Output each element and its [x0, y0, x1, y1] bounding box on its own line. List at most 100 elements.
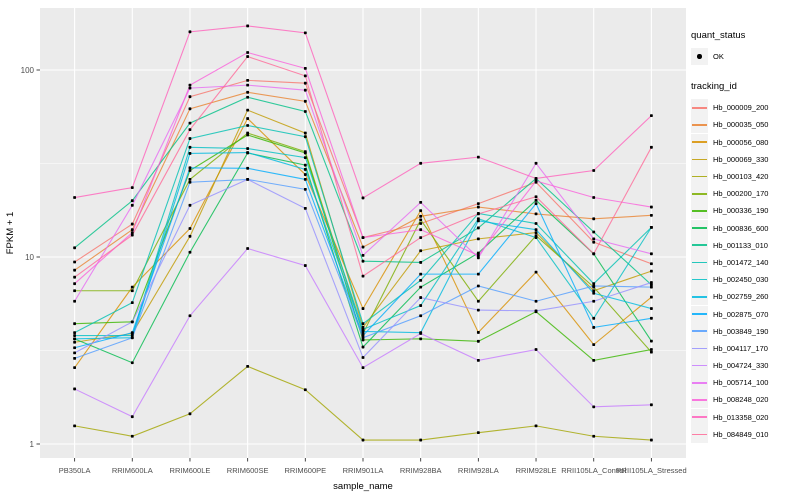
- y-tick-label: 10: [25, 253, 34, 262]
- data-point: [246, 151, 250, 154]
- data-point: [476, 253, 480, 257]
- data-point: [361, 274, 365, 278]
- x-tick-label: RRIM600LA: [112, 466, 153, 475]
- data-point: [303, 264, 307, 267]
- x-tick-label: RRIM600SE: [227, 466, 269, 475]
- data-point: [592, 230, 596, 234]
- data-point: [361, 196, 365, 200]
- legend-key-box: [691, 408, 708, 426]
- data-point: [476, 205, 480, 209]
- data-point: [419, 438, 423, 442]
- legend-line-swatch: [692, 296, 707, 298]
- data-point: [649, 348, 653, 351]
- legend-line-swatch: [692, 381, 707, 384]
- data-point: [534, 179, 538, 183]
- data-point: [188, 95, 192, 99]
- legend-key-box: [691, 322, 708, 340]
- data-point: [419, 304, 423, 307]
- data-point: [130, 199, 134, 203]
- data-point: [534, 270, 538, 274]
- data-point: [246, 147, 250, 150]
- data-point: [73, 334, 77, 337]
- legend-key-box: [691, 236, 708, 254]
- data-point: [130, 334, 134, 337]
- data-point: [361, 336, 365, 340]
- data-point: [303, 135, 307, 139]
- data-point: [649, 285, 653, 289]
- data-point: [303, 206, 307, 210]
- legend-title-quant-status: quant_status: [691, 30, 746, 41]
- x-tick-label: RRIM928LA: [458, 466, 499, 475]
- data-point: [361, 366, 365, 370]
- data-point: [592, 405, 596, 409]
- y-axis-label: FPKM + 1: [5, 212, 16, 255]
- data-point: [419, 209, 423, 213]
- legend-key-box: [691, 168, 708, 186]
- data-point: [130, 320, 134, 324]
- x-tick-label: RRII105LA_Control: [561, 466, 626, 475]
- legend-line-swatch: [692, 158, 707, 161]
- legend-key-box: [691, 271, 708, 289]
- data-point: [476, 339, 480, 343]
- y-tick-label: 100: [21, 66, 35, 75]
- data-point: [476, 212, 480, 216]
- data-point: [73, 346, 77, 350]
- data-point: [73, 424, 77, 428]
- legend-line-swatch: [692, 278, 707, 281]
- data-point: [73, 275, 77, 279]
- data-point: [361, 253, 365, 257]
- legend-line-swatch: [692, 364, 707, 367]
- data-point: [419, 272, 423, 276]
- data-point: [476, 308, 480, 312]
- data-point: [534, 299, 538, 303]
- legend-key-box: [691, 150, 708, 168]
- legend-tracking-items: Hb_000009_200 Hb_000035_050 Hb_000056_080 H…: [691, 99, 800, 443]
- legend-label: Hb_005714_100: [713, 378, 769, 388]
- legend-item-Hb_013358_020: Hb_013358_020: [691, 408, 800, 426]
- data-point: [649, 114, 653, 118]
- data-point: [419, 228, 423, 232]
- legend-label: Hb_000056_080: [713, 137, 769, 147]
- data-point: [592, 326, 596, 329]
- data-point: [303, 31, 307, 35]
- legend-line-swatch: [692, 124, 707, 126]
- data-point: [73, 322, 77, 326]
- data-point: [361, 334, 365, 337]
- legend-item-Hb_000056_080: Hb_000056_080: [691, 133, 800, 151]
- data-point: [476, 237, 480, 241]
- legend-item-Hb_002759_260: Hb_002759_260: [691, 288, 800, 306]
- data-point: [419, 249, 423, 253]
- legend-key-box: [691, 425, 708, 443]
- legend-key-box: [691, 305, 708, 323]
- x-axis-label: sample_name: [333, 481, 393, 492]
- data-point: [303, 74, 307, 78]
- legend-key-box: [691, 185, 708, 203]
- data-point: [592, 282, 596, 286]
- y-tick-label: 1: [30, 440, 35, 449]
- data-point: [73, 331, 77, 335]
- data-point: [130, 186, 134, 190]
- data-point: [419, 332, 423, 335]
- data-point: [246, 108, 250, 112]
- legend-item-Hb_004724_330: Hb_004724_330: [691, 357, 800, 375]
- data-point: [419, 222, 423, 225]
- data-point: [188, 169, 192, 172]
- data-point: [246, 55, 250, 58]
- data-point: [476, 256, 480, 260]
- legend-key-box: [691, 357, 708, 375]
- data-point: [188, 121, 192, 125]
- legend-key-box: [691, 116, 708, 134]
- legend-line-swatch: [692, 330, 707, 333]
- data-point: [649, 252, 653, 256]
- data-point: [188, 314, 192, 318]
- data-point: [649, 403, 653, 407]
- legend-item-Hb_000336_190: Hb_000336_190: [691, 202, 800, 220]
- legend-line-swatch: [692, 433, 707, 436]
- data-point: [534, 231, 538, 235]
- data-point: [592, 237, 596, 241]
- data-point: [130, 331, 134, 335]
- data-point: [361, 438, 365, 442]
- data-point: [419, 218, 423, 222]
- data-point: [649, 281, 653, 284]
- legend-title-tracking-id: tracking_id: [691, 81, 737, 93]
